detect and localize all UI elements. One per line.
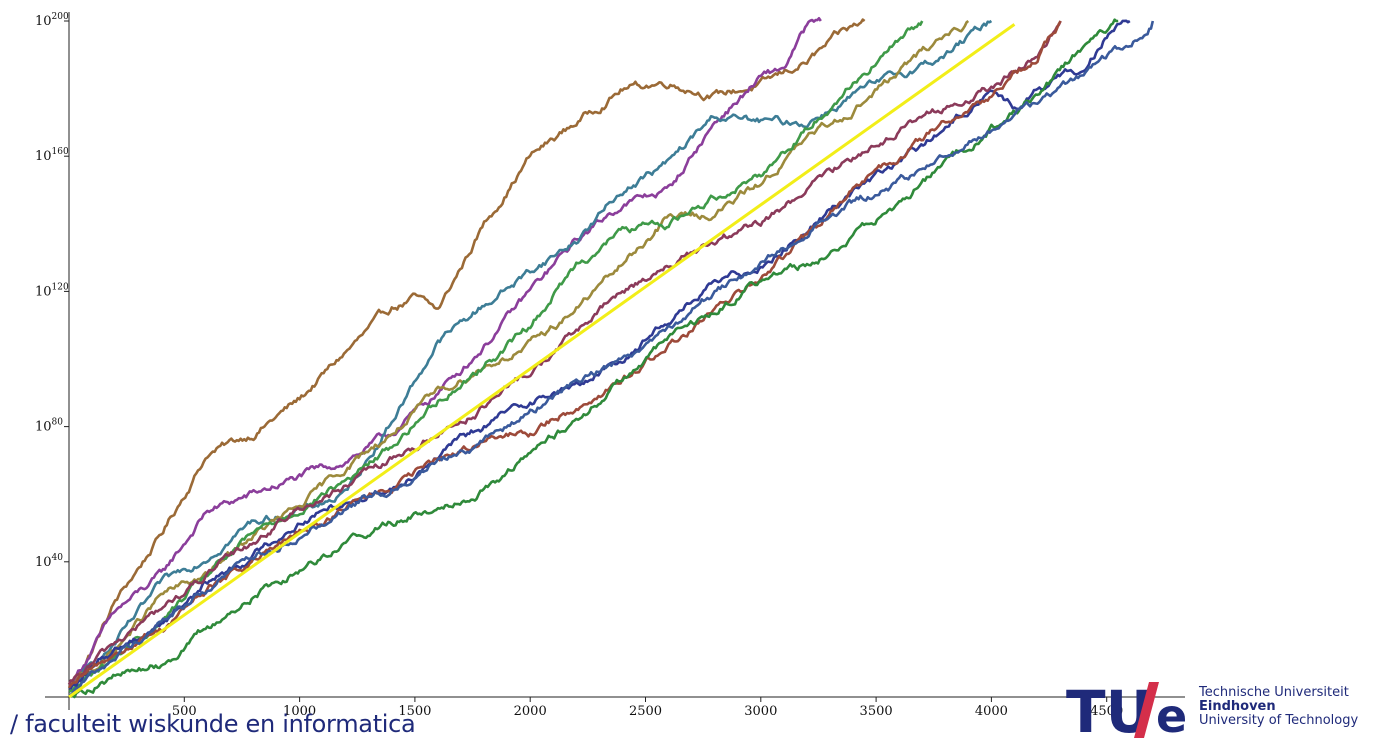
y-tick-label: 10160 [35,147,69,164]
x-tick-label: 3500 [860,704,893,719]
x-tick-label: 4000 [975,704,1008,719]
x-tick-label: 1500 [398,704,431,719]
series-line-5 [68,20,924,693]
tue-logo-mark-icon: TU e [1066,678,1187,743]
logo-line-2: Eindhoven [1199,699,1276,714]
trend-layer [68,23,1016,699]
x-tick-label: 1000 [283,704,316,719]
x-tick-label: 3000 [744,704,777,719]
y-tick-label: 10200 [35,12,69,29]
logo-slash [1134,682,1159,738]
logo-text: Technische Universiteit Eindhoven Univer… [1199,686,1358,728]
series-line-7 [67,20,1062,686]
trend-line [68,23,1016,699]
department-label: / faculteit wiskunde en informatica [10,710,416,738]
series-line-6 [68,19,1131,690]
series-layer [67,17,1155,699]
logo-line-1: Technische Universiteit [1199,685,1349,700]
y-tick-label: 10120 [35,282,69,299]
axes [45,12,1185,710]
x-tick-label: 4500 [1090,704,1123,719]
series-line-8 [67,20,1062,689]
series-line-9 [68,18,1119,699]
x-tick-label: 2000 [514,704,547,719]
y-tick-label: 1080 [35,418,63,435]
series-line-10 [68,20,1155,698]
series-line-4 [68,19,970,690]
x-tick-label: 2500 [629,704,662,719]
y-tick-label: 1040 [35,553,63,570]
x-tick-label: 500 [172,704,197,719]
logo-line-3: University of Technology [1199,713,1359,728]
tick-labels: 500 1000 1500 2000 2500 3000 3500 4000 4500 1040 1… [35,12,1123,719]
tue-logo: TU e Technische Universiteit Eindhoven U… [1066,678,1366,743]
logo-e: e [1156,689,1187,738]
series-line-2 [68,17,822,687]
series-line-1 [68,18,866,691]
series-line-3 [67,19,993,690]
